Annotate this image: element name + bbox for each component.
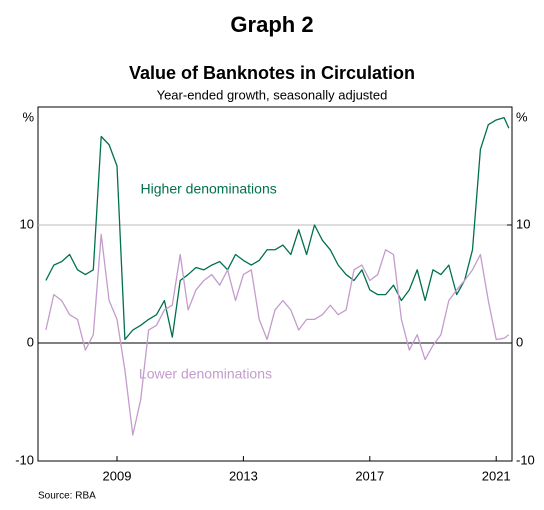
series-line [45,116,510,341]
x-tick-label: 2017 [355,468,384,483]
y-tick-label: -10 [15,452,34,467]
x-tick-label: 2013 [229,468,258,483]
chart-subtitle: Year-ended growth, seasonally adjusted [157,87,388,102]
y2-tick-label: 0 [516,334,523,349]
plot-frame [37,106,513,462]
series-annotation: Higher denominations [141,180,277,196]
series-annotation: Lower denominations [139,366,272,382]
source: Source: RBA [38,491,96,502]
chart-title: Value of Banknotes in Circulation [129,63,415,83]
y-tick-label: % [22,109,34,124]
x-tick-label: 2009 [103,468,132,483]
y-tick-label: 0 [27,334,34,349]
y2-tick-label: % [516,109,528,124]
y-tick-label: 10 [20,216,34,231]
x-tick-label: 2021 [482,468,511,483]
graph-number: Graph 2 [230,12,313,37]
y2-tick-label: 10 [516,216,530,231]
y2-tick-label: -10 [516,452,535,467]
series-line [45,233,510,436]
